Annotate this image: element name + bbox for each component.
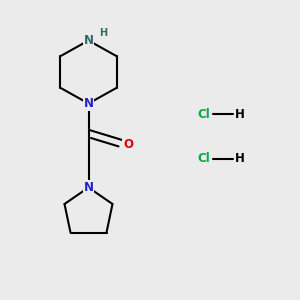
Text: H: H [99, 28, 107, 38]
Text: Cl: Cl [198, 152, 210, 166]
Text: Cl: Cl [198, 107, 210, 121]
Text: N: N [83, 181, 94, 194]
Text: N: N [83, 97, 94, 110]
Text: O: O [123, 137, 134, 151]
Text: H: H [235, 152, 245, 166]
Text: H: H [235, 107, 245, 121]
Text: N: N [83, 34, 94, 47]
